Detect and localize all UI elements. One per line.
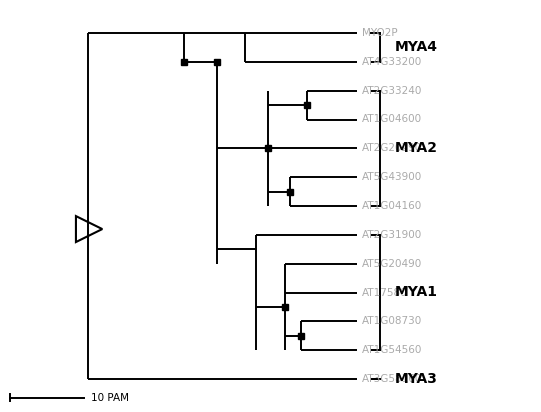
Text: MYA1: MYA1 [395,286,438,300]
Text: MYO2P: MYO2P [362,28,398,38]
Text: AT2G31900: AT2G31900 [362,230,422,240]
Text: 10 PAM: 10 PAM [90,393,129,403]
Text: AT1G04600: AT1G04600 [362,115,422,124]
Text: AT2G33240: AT2G33240 [362,86,423,96]
Text: AT1G04160: AT1G04160 [362,201,422,211]
Text: MYA3: MYA3 [395,372,438,386]
Text: AT17580: AT17580 [362,288,407,297]
Text: MYA4: MYA4 [395,40,438,54]
Text: AT4G33200: AT4G33200 [362,57,422,67]
Text: AT3G58160: AT3G58160 [362,374,423,384]
Text: AT5G43900: AT5G43900 [362,172,422,182]
Text: AT1G54560: AT1G54560 [362,345,423,355]
Text: AT5G20490: AT5G20490 [362,259,422,269]
Text: AT1G08730: AT1G08730 [362,316,422,326]
Text: AT2G20290: AT2G20290 [362,143,422,153]
Text: MYA2: MYA2 [395,141,438,155]
